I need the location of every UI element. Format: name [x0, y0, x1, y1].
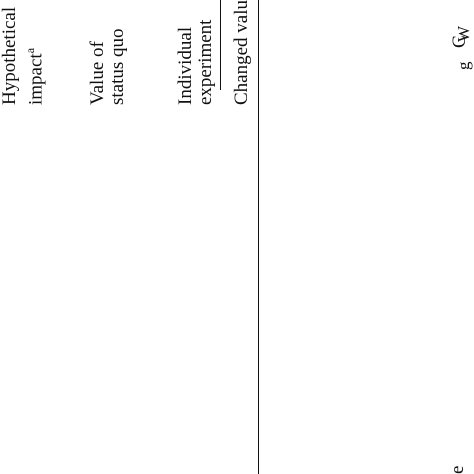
- header-impact-line2: impacta: [20, 48, 46, 105]
- header-experiment-line2: experiment: [195, 19, 216, 105]
- header-impact-line1: Hypothetical: [0, 7, 20, 105]
- header-changed-value-text: Changed value: [231, 0, 252, 105]
- header-changed-value: Changed value: [231, 0, 252, 105]
- header-status-line2: status quo: [107, 28, 128, 105]
- rule-experiment-divider: [220, 0, 221, 90]
- header-impact-line2-superscript: a: [23, 47, 37, 54]
- header-impact-line2-text: impact: [25, 53, 47, 105]
- header-experiment-line1: Individual: [175, 26, 196, 105]
- header-status-line1: Value of: [87, 41, 108, 105]
- header-row-label-tail: e: [447, 465, 468, 474]
- rule-header-bottom: [258, 0, 259, 474]
- header-last-mark: W: [454, 26, 474, 42]
- header-last-mark-text: W: [454, 25, 473, 42]
- header-impact-line1-text: Hypothetical: [0, 6, 20, 105]
- header-experiment-line1-text: Individual: [175, 26, 196, 105]
- header-status-line2-text: status quo: [107, 28, 128, 105]
- header-status-line1-text: Value of: [87, 41, 108, 105]
- header-last-bottom-text: g: [454, 61, 473, 71]
- header-row-label-tail-text: e: [447, 465, 468, 474]
- header-last-bottom: g: [454, 62, 474, 71]
- header-experiment-line2-text: experiment: [195, 19, 216, 105]
